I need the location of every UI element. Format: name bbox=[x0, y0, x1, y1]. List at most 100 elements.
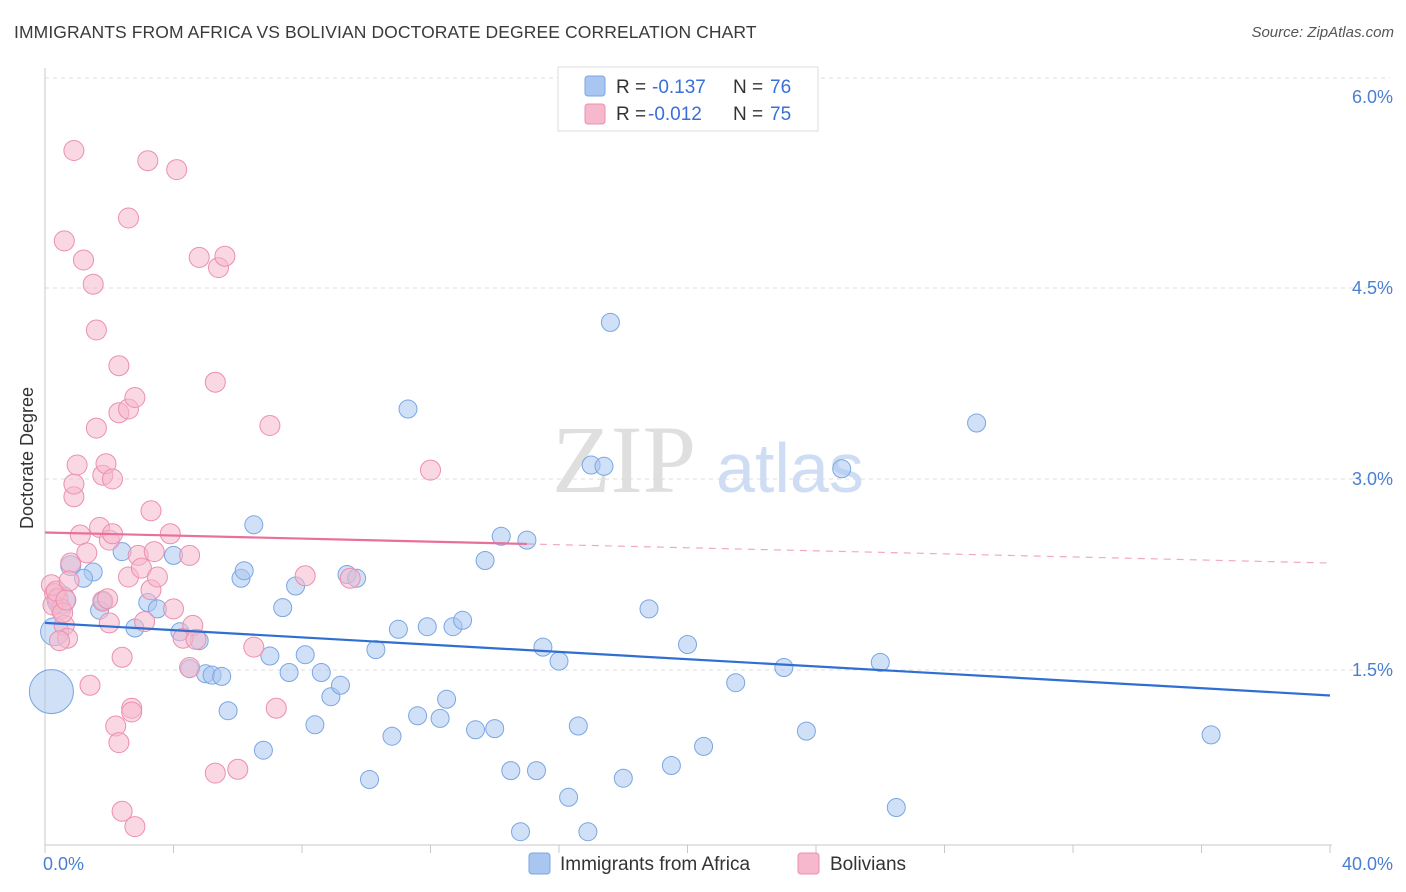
point-bolivians bbox=[163, 598, 184, 620]
point-africa bbox=[774, 658, 794, 677]
point-bolivians bbox=[204, 371, 226, 393]
point-africa bbox=[491, 526, 511, 546]
bottom-legend-label-africa: Immigrants from Africa bbox=[560, 854, 750, 875]
point-bolivians bbox=[214, 245, 236, 267]
legend-swatch-bolivians bbox=[584, 103, 606, 125]
axes bbox=[44, 68, 1332, 853]
chart-title: IMMIGRANTS FROM AFRICA VS BOLIVIAN DOCTO… bbox=[14, 22, 757, 42]
point-africa bbox=[218, 701, 238, 721]
point-bolivians bbox=[420, 459, 441, 481]
legend-n-label-bolivians: N = bbox=[733, 104, 763, 125]
watermark-zip: ZIP bbox=[552, 406, 696, 513]
series-immigrants-from-africa-points bbox=[28, 312, 1221, 842]
point-africa bbox=[1201, 725, 1221, 745]
point-bolivians bbox=[243, 636, 265, 658]
legend-r-label-bolivians: R = bbox=[616, 104, 646, 125]
stats-legend: R = -0.137 N = 76 R = -0.012 N = 75 bbox=[557, 66, 819, 132]
trend-line-bolivians bbox=[44, 531, 527, 546]
point-bolivians bbox=[63, 140, 85, 161]
point-africa bbox=[967, 413, 987, 433]
point-africa bbox=[279, 663, 299, 682]
series-bolivians-points bbox=[40, 140, 441, 838]
point-bolivians bbox=[265, 697, 287, 719]
point-africa bbox=[661, 756, 681, 775]
point-africa bbox=[212, 666, 232, 686]
point-bolivians bbox=[204, 762, 226, 784]
point-africa bbox=[600, 312, 620, 332]
point-africa bbox=[28, 669, 74, 715]
point-africa bbox=[417, 617, 437, 637]
point-africa bbox=[366, 640, 386, 660]
point-africa bbox=[408, 706, 428, 726]
point-africa bbox=[475, 551, 495, 570]
point-bolivians bbox=[108, 355, 130, 377]
point-africa bbox=[511, 822, 530, 842]
point-bolivians bbox=[188, 246, 210, 268]
point-africa bbox=[559, 787, 579, 807]
x-tick-labels: 0.0% 40.0% bbox=[43, 854, 1393, 874]
y-tick-label: 1.5% bbox=[1352, 660, 1393, 680]
point-bolivians bbox=[76, 542, 98, 564]
point-bolivians bbox=[111, 800, 133, 822]
point-africa bbox=[578, 822, 598, 842]
point-bolivians bbox=[124, 387, 146, 408]
x-tick-label-min: 0.0% bbox=[43, 854, 84, 874]
point-africa bbox=[244, 515, 264, 535]
point-bolivians bbox=[259, 415, 281, 436]
trend-lines bbox=[44, 531, 1331, 697]
point-africa bbox=[549, 651, 569, 671]
legend-n-label-africa: N = bbox=[733, 77, 763, 98]
point-africa bbox=[694, 736, 714, 756]
point-bolivians bbox=[179, 544, 201, 566]
point-africa bbox=[382, 726, 402, 746]
bottom-legend-swatch-bolivians bbox=[797, 852, 820, 875]
point-africa bbox=[388, 619, 408, 639]
point-africa bbox=[886, 798, 906, 817]
legend-n-value-africa: 76 bbox=[770, 77, 791, 98]
point-bolivians bbox=[339, 567, 361, 589]
point-africa bbox=[398, 399, 418, 419]
legend-r-value-bolivians: -0.012 bbox=[648, 104, 702, 125]
point-africa bbox=[253, 740, 273, 760]
point-africa bbox=[430, 708, 450, 728]
point-bolivians bbox=[79, 674, 101, 696]
point-bolivians bbox=[130, 557, 152, 579]
point-bolivians bbox=[85, 319, 107, 341]
source-label: Source: ZipAtlas.com bbox=[1251, 24, 1394, 41]
point-africa bbox=[273, 598, 293, 618]
point-bolivians bbox=[85, 417, 107, 439]
point-africa bbox=[726, 673, 746, 693]
y-tick-label: 6.0% bbox=[1352, 87, 1393, 107]
point-africa bbox=[870, 652, 890, 672]
point-africa bbox=[234, 561, 254, 581]
point-africa bbox=[678, 635, 697, 654]
point-africa bbox=[527, 761, 546, 781]
point-africa bbox=[437, 689, 457, 709]
point-bolivians bbox=[111, 646, 133, 668]
point-bolivians bbox=[166, 159, 188, 181]
y-tick-labels: 1.5% 3.0% 4.5% 6.0% bbox=[1352, 87, 1393, 680]
point-bolivians bbox=[58, 570, 80, 592]
point-bolivians bbox=[108, 732, 130, 754]
point-africa bbox=[568, 716, 588, 736]
legend-swatch-africa bbox=[584, 75, 606, 97]
point-bolivians bbox=[102, 468, 123, 490]
trend-line-bolivians-extrapolated bbox=[526, 543, 1331, 564]
point-bolivians bbox=[137, 150, 159, 172]
point-bolivians bbox=[124, 816, 146, 838]
point-bolivians bbox=[146, 566, 168, 588]
point-africa bbox=[260, 646, 280, 666]
point-africa bbox=[639, 599, 659, 619]
point-africa bbox=[453, 610, 473, 630]
point-africa bbox=[305, 715, 325, 735]
point-africa bbox=[485, 719, 505, 739]
bottom-legend-swatch-africa bbox=[528, 852, 551, 875]
point-bolivians bbox=[118, 207, 139, 229]
point-africa bbox=[311, 663, 331, 682]
point-africa bbox=[517, 530, 537, 550]
point-bolivians bbox=[73, 249, 94, 271]
point-africa bbox=[501, 761, 521, 781]
point-africa bbox=[360, 770, 379, 789]
legend-r-label-africa: R = bbox=[616, 77, 646, 98]
